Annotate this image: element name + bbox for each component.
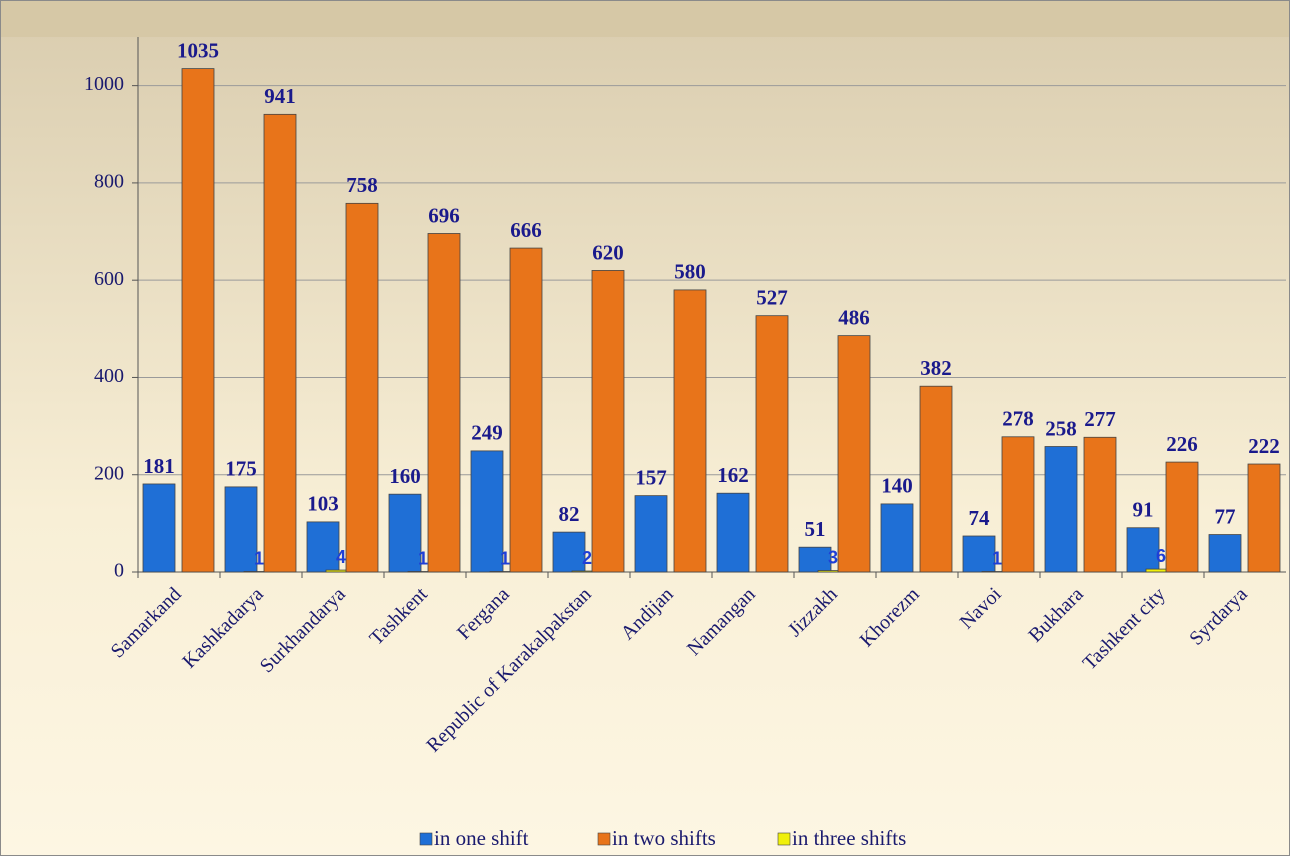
legend-label: in two shifts <box>612 826 716 850</box>
legend-swatch <box>420 833 432 845</box>
value-label: 1035 <box>177 38 219 62</box>
value-label: 527 <box>756 285 788 309</box>
value-label: 3 <box>828 547 838 567</box>
value-label: 4 <box>336 547 346 567</box>
value-label: 160 <box>389 464 421 488</box>
value-label: 941 <box>264 84 296 108</box>
bar <box>1127 528 1159 572</box>
legend-label: in three shifts <box>792 826 906 850</box>
bar <box>635 496 667 572</box>
bar <box>225 487 257 572</box>
bar <box>510 248 542 572</box>
bar <box>471 451 503 572</box>
legend-swatch <box>598 833 610 845</box>
bar <box>264 114 296 572</box>
value-label: 382 <box>920 356 952 380</box>
legend-swatch <box>778 833 790 845</box>
value-label: 162 <box>717 463 749 487</box>
value-label: 1 <box>254 548 264 568</box>
bar <box>963 536 995 572</box>
bar <box>553 532 585 572</box>
y-tick-label: 600 <box>94 268 124 290</box>
bar <box>881 504 913 572</box>
value-label: 666 <box>510 218 542 242</box>
y-tick-label: 800 <box>94 171 124 193</box>
bar <box>920 386 952 572</box>
bar <box>182 69 214 572</box>
y-tick-label: 0 <box>114 560 124 582</box>
bar <box>1209 535 1241 572</box>
value-label: 758 <box>346 173 378 197</box>
value-label: 486 <box>838 305 870 329</box>
value-label: 226 <box>1166 432 1198 456</box>
bar <box>592 270 624 572</box>
value-label: 2 <box>582 548 592 568</box>
bar <box>307 522 339 572</box>
value-label: 140 <box>881 474 913 498</box>
value-label: 222 <box>1248 434 1280 458</box>
top-band <box>1 1 1289 37</box>
value-label: 91 <box>1133 498 1154 522</box>
value-label: 1 <box>500 548 510 568</box>
bar <box>1084 437 1116 572</box>
bar <box>428 233 460 572</box>
bar <box>756 316 788 572</box>
legend-label: in one shift <box>434 826 529 850</box>
value-label: 1 <box>992 548 1002 568</box>
y-tick-label: 400 <box>94 365 124 387</box>
y-tick-label: 200 <box>94 462 124 484</box>
value-label: 157 <box>635 465 667 489</box>
value-label: 696 <box>428 203 460 227</box>
value-label: 82 <box>559 502 580 526</box>
value-label: 277 <box>1084 407 1116 431</box>
value-label: 258 <box>1045 416 1077 440</box>
value-label: 1 <box>418 548 428 568</box>
value-label: 278 <box>1002 407 1034 431</box>
value-label: 51 <box>805 517 826 541</box>
value-label: 77 <box>1215 504 1236 528</box>
bar <box>717 493 749 572</box>
value-label: 620 <box>592 240 624 264</box>
value-label: 103 <box>307 492 339 516</box>
bar <box>1045 447 1077 572</box>
bar <box>1166 462 1198 572</box>
y-tick-label: 1000 <box>84 73 124 95</box>
bar <box>1002 437 1034 572</box>
value-label: 580 <box>674 260 706 284</box>
value-label: 181 <box>143 454 175 478</box>
bar <box>143 484 175 572</box>
value-label: 74 <box>969 506 991 530</box>
bar <box>346 203 378 572</box>
bar <box>674 290 706 572</box>
bar <box>838 336 870 572</box>
bar <box>389 494 421 572</box>
value-label: 249 <box>471 421 503 445</box>
value-label: 6 <box>1156 546 1166 566</box>
bar <box>1248 464 1280 572</box>
bar <box>799 547 831 572</box>
value-label: 175 <box>225 457 257 481</box>
